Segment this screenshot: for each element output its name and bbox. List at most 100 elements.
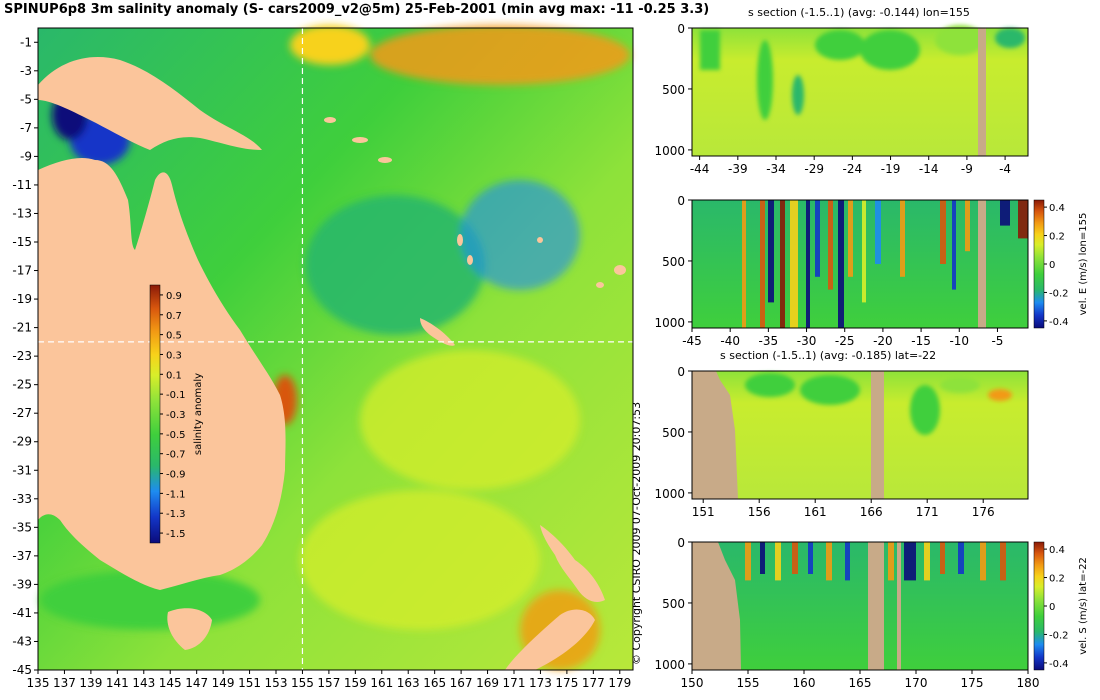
map-colorbar-tick-label: -0.5 — [166, 430, 186, 441]
vel-s-lat-band — [826, 542, 832, 581]
map-y-tick-label: -15 — [12, 235, 32, 249]
vel-e-lon-band — [828, 200, 833, 290]
s-section-lat-y-tick-label: 500 — [662, 426, 685, 440]
vel-s-lat-colorbar-tick-label: 0 — [1049, 602, 1055, 613]
s-section-lon-y-tick-label: 0 — [677, 22, 685, 36]
vel-e-lon-colorbar-tick-label: -0.2 — [1049, 288, 1069, 299]
s-section-lon-x-tick-label: -9 — [961, 162, 973, 176]
vel-s-lat-x-tick-label: 180 — [1017, 676, 1040, 690]
vel-s-lat-band — [980, 542, 986, 581]
vel-e-lon-colorbar-ticks: 0.4 0.2 0 -0.2 -0.4 — [1044, 203, 1069, 328]
vel-s-lat-band — [760, 542, 765, 574]
vel-s-lat-seabed-2 — [897, 542, 901, 670]
vel-e-lon-colorbar — [1033, 199, 1045, 329]
map-colorbar-tick-label: 0.3 — [166, 350, 182, 361]
map-colorbar — [149, 284, 161, 544]
vel-s-lat-x-tick-label: 160 — [793, 676, 816, 690]
vel-e-lon-band — [1000, 200, 1010, 226]
map-x-tick-label: 161 — [370, 676, 393, 690]
map-y-tick-label: -7 — [20, 121, 32, 135]
map-x-tick-label: 149 — [212, 676, 235, 690]
vel-e-lon-band — [815, 200, 820, 277]
map-y-tick-label: -23 — [12, 349, 32, 363]
vel-s-lat-y-tick-label: 500 — [662, 597, 685, 611]
vel-s-lat-band — [845, 542, 850, 581]
s-section-lat-x-axis: 151 156 161 166 171 176 — [692, 499, 995, 519]
vel-e-lon-colorbar-tick-label: 0.2 — [1049, 232, 1065, 243]
vel-s-lat-field — [692, 542, 1028, 670]
map-x-tick-label: 139 — [79, 676, 102, 690]
s-section-lat-y-axis: 0 500 1000 — [654, 365, 692, 501]
vel-e-lon-band — [862, 200, 866, 303]
map-y-tick-label: -27 — [12, 406, 32, 420]
s-section-lon-x-tick-label: -29 — [804, 162, 824, 176]
s-section-lat-seabed-shelf — [692, 371, 738, 499]
s-section-lat-x-tick-label: 151 — [692, 505, 715, 519]
vel-s-lat-x-tick-label: 155 — [737, 676, 760, 690]
vel-e-lon-y-tick-label: 1000 — [654, 316, 685, 330]
vel-e-lon-band — [780, 200, 785, 328]
map-colorbar-tick-label: 0.7 — [166, 311, 182, 322]
s-section-lon-x-tick-label: -34 — [766, 162, 786, 176]
map-y-tick-label: -29 — [12, 435, 32, 449]
map-colorbar-tick-label: -0.1 — [166, 390, 186, 401]
map-y-tick-label: -13 — [12, 206, 32, 220]
vel-s-lat-y-tick-label: 0 — [677, 536, 685, 550]
map-y-tick-label: -33 — [12, 492, 32, 506]
map-x-tick-label: 153 — [265, 676, 288, 690]
map-y-axis: -1 -3 -5 -7 -9 -11 -13 -15 -17 -19 -21 -23 -25 -27 -29… — [12, 35, 38, 677]
vel-s-lat-colorbar-tick-label: -0.2 — [1049, 630, 1069, 641]
new-zealand-south — [505, 609, 595, 670]
vel-s-lat-x-axis: 150 155 160 165 170 175 180 — [681, 670, 1040, 690]
vel-s-lat-seabed-shelf — [692, 542, 741, 670]
new-caledonia-land — [420, 318, 455, 346]
vel-e-lon-y-axis: 0 500 1000 — [654, 194, 692, 330]
map-y-tick-label: -1 — [20, 35, 32, 49]
map-x-tick-label: 145 — [159, 676, 182, 690]
vel-e-lon-x-tick-label: -25 — [835, 334, 855, 348]
vel-e-lon-x-tick-label: -30 — [797, 334, 817, 348]
vel-e-lon-x-tick-label: -20 — [873, 334, 893, 348]
vel-e-lon-band — [952, 200, 956, 290]
section-title-lon: s section (-1.5..1) (avg: -0.144) lon=15… — [748, 6, 970, 19]
map-y-tick-label: -19 — [12, 292, 32, 306]
vel-e-lon-band — [875, 200, 881, 264]
s-section-lat-seabed — [871, 371, 884, 499]
map-x-tick-label: 167 — [450, 676, 473, 690]
map-y-tick-label: -9 — [20, 149, 32, 163]
map-colorbar-ticks: 0.9 0.7 0.5 0.3 0.1 -0.1 -0.3 -0.5 -0.7 -0.9 -1.1 -… — [160, 291, 186, 540]
s-section-lat-x-tick-label: 166 — [860, 505, 883, 519]
vel-e-lon-colorbar-tick-label: 0.4 — [1049, 203, 1065, 214]
s-section-lon-x-axis: -44 -39 -34 -29 -24 -19 -14 -9 -4 — [690, 156, 1011, 176]
vel-e-lon-x-tick-label: -5 — [991, 334, 1003, 348]
vel-s-lat-x-tick-label: 165 — [849, 676, 872, 690]
vel-s-lat-y-tick-label: 1000 — [654, 658, 685, 672]
vel-s-lat-x-tick-label: 175 — [961, 676, 984, 690]
vel-e-lon-colorbar-label: vel. E (m/s) lon=155 — [1078, 213, 1089, 316]
map-y-tick-label: -45 — [12, 663, 32, 677]
vel-s-lat-band — [888, 542, 894, 581]
map-frame — [37, 27, 634, 671]
map-y-tick-label: -17 — [12, 264, 32, 278]
tasmania-land — [167, 608, 212, 650]
map-colorbar-tick-label: -1.3 — [166, 509, 186, 520]
map-colorbar-tick-label: 0.1 — [166, 370, 182, 381]
s-section-lon-features — [700, 25, 1025, 120]
s-section-lon-x-tick-label: -44 — [690, 162, 710, 176]
map-y-tick-label: -41 — [12, 606, 32, 620]
s-section-lat-frame — [691, 370, 1029, 500]
map-colorbar-tick-label: -0.7 — [166, 450, 186, 461]
map-x-tick-label: 137 — [53, 676, 76, 690]
map-colorbar-tick-label: -0.9 — [166, 470, 186, 481]
map-x-tick-label: 155 — [291, 676, 314, 690]
map-x-tick-label: 143 — [132, 676, 155, 690]
map-y-tick-label: -3 — [20, 64, 32, 78]
map-y-tick-label: -43 — [12, 634, 32, 648]
map-colorbar-tick-label: -0.3 — [166, 410, 186, 421]
vel-e-lon-band — [900, 200, 905, 277]
vel-e-lon-x-tick-label: -10 — [949, 334, 969, 348]
s-section-lon-x-tick-label: -24 — [843, 162, 863, 176]
map-x-tick-label: 151 — [238, 676, 261, 690]
map-x-tick-label: 177 — [582, 676, 605, 690]
